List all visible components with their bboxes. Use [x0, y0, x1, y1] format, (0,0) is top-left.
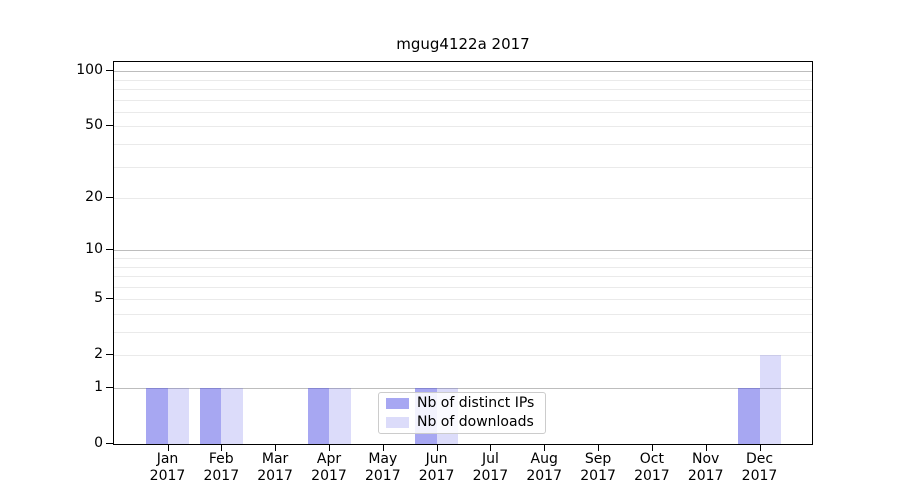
legend-swatch-distinct-ips-icon: [386, 398, 409, 409]
x-tick-mark: [436, 444, 438, 451]
gridline-minor: [114, 126, 812, 128]
gridline-minor: [114, 143, 812, 145]
x-tick-mark: [167, 444, 169, 451]
x-tick-label: May 2017: [364, 451, 401, 484]
x-tick-label: Jul 2017: [472, 451, 509, 484]
x-tick-mark: [275, 444, 277, 451]
gridline-minor: [114, 332, 812, 333]
y-tick-mark: [106, 298, 113, 300]
bar-apr-downloads: [329, 388, 351, 444]
gridline-major: [114, 71, 812, 73]
x-tick-mark: [705, 444, 707, 451]
gridline-minor: [114, 266, 812, 268]
legend-item-downloads: Nb of downloads: [379, 414, 545, 431]
y-tick-mark: [106, 354, 113, 356]
y-tick-mark: [106, 387, 113, 388]
x-tick-label: Jan 2017: [149, 451, 186, 484]
x-tick-mark: [651, 444, 653, 451]
y-tick-label: 1: [94, 379, 103, 395]
bar-dec-downloads: [759, 355, 781, 444]
bar-jan-downloads: [167, 388, 189, 444]
x-tick-label: Apr 2017: [311, 451, 347, 484]
x-tick-mark: [490, 444, 492, 451]
legend: Nb of distinct IPs Nb of downloads: [378, 392, 546, 434]
y-tick-label: 100: [76, 62, 103, 79]
gridline-minor: [114, 276, 812, 277]
gridline-minor: [114, 79, 812, 81]
y-tick-label: 2: [94, 346, 103, 363]
legend-item-distinct-ips: Nb of distinct IPs: [379, 395, 545, 412]
bar-feb-downloads: [221, 388, 243, 444]
gridline-major: [114, 388, 812, 389]
y-tick-mark: [106, 249, 113, 251]
bar-apr-distinct-ips: [307, 388, 329, 444]
legend-label-distinct-ips: Nb of distinct IPs: [417, 395, 535, 411]
bar-feb-distinct-ips: [199, 388, 222, 444]
gridline-minor: [114, 286, 812, 288]
y-tick-label: 20: [85, 189, 103, 205]
gridline-minor: [114, 88, 812, 90]
gridline-minor: [114, 299, 812, 301]
x-tick-mark: [329, 444, 330, 451]
x-tick-label: Feb 2017: [203, 451, 240, 484]
plot-area: Nb of distinct IPs Nb of downloads: [113, 61, 813, 445]
x-tick-mark: [382, 444, 384, 451]
gridline-minor: [114, 198, 812, 199]
x-tick-label: Nov 2017: [687, 451, 724, 484]
y-tick-label: 0: [94, 435, 103, 451]
y-tick-mark: [106, 443, 113, 444]
y-tick-label: 5: [94, 290, 103, 307]
x-tick-mark: [759, 444, 761, 451]
legend-swatch-downloads-icon: [386, 417, 409, 428]
y-tick-mark: [106, 70, 113, 72]
gridline-minor: [114, 99, 812, 101]
gridline-minor: [114, 355, 812, 357]
x-tick-label: Mar 2017: [257, 451, 293, 484]
y-tick-mark: [106, 197, 113, 198]
bar-jan-distinct-ips: [146, 388, 168, 444]
gridline-minor: [114, 257, 812, 259]
x-tick-mark: [544, 444, 546, 451]
gridline-minor: [114, 313, 812, 315]
x-tick-label: Oct 2017: [634, 451, 670, 484]
x-tick-label: Dec 2017: [741, 451, 778, 484]
x-tick-label: Aug 2017: [526, 451, 562, 484]
x-tick-mark: [598, 444, 600, 451]
gridline-major: [114, 250, 812, 252]
x-tick-label: Jun 2017: [418, 451, 455, 484]
y-tick-mark: [106, 125, 113, 127]
y-tick-label: 10: [85, 241, 103, 258]
gridline-minor: [114, 111, 812, 113]
gridline-minor: [114, 166, 812, 168]
bar-dec-distinct-ips: [738, 388, 760, 444]
x-tick-mark: [221, 444, 223, 451]
chart-title: mgug4122a 2017: [396, 35, 530, 53]
x-tick-label: Sep 2017: [580, 451, 616, 484]
legend-label-downloads: Nb of downloads: [417, 414, 534, 430]
y-tick-label: 50: [85, 117, 103, 134]
